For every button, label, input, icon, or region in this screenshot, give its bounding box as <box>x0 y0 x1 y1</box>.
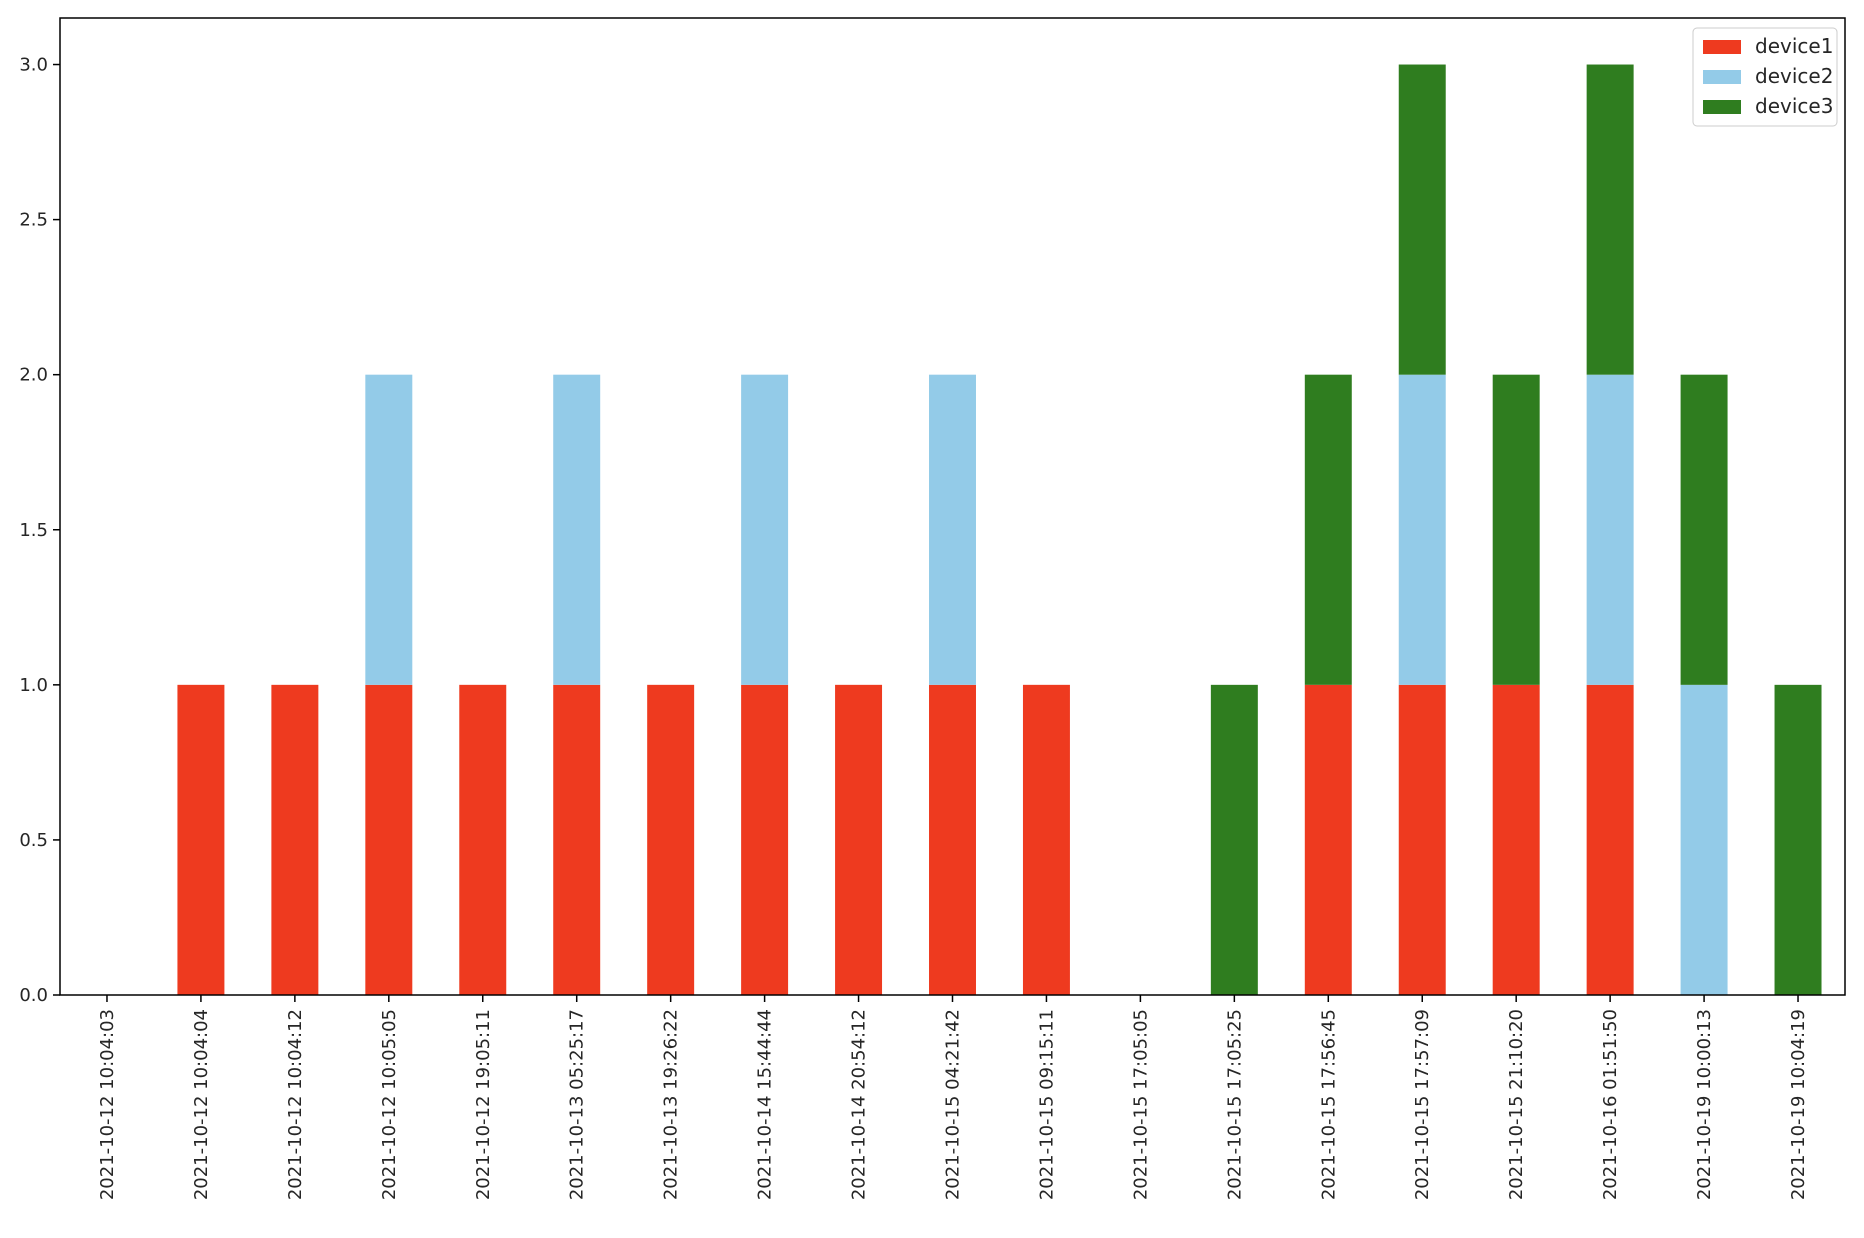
bar-device3-18 <box>1774 684 1822 995</box>
bar-device3-13 <box>1304 374 1352 685</box>
bars-layer <box>177 64 1822 995</box>
legend-swatch-device3 <box>1703 100 1741 114</box>
bar-device3-15 <box>1492 374 1540 685</box>
bar-device2-16 <box>1586 374 1634 685</box>
y-tick-label: 3.0 <box>19 55 48 76</box>
legend-label-device1: device1 <box>1755 34 1833 58</box>
legend: device1 device2 device3 <box>1692 27 1838 127</box>
bar-device3-17 <box>1680 374 1728 685</box>
y-tick-label: 2.5 <box>19 210 48 231</box>
x-tick-label: 2021-10-15 09:15:11 <box>1036 1009 1057 1200</box>
bar-device1-1 <box>177 684 225 995</box>
x-tick-label: 2021-10-12 10:04:04 <box>191 1009 212 1200</box>
bar-device1-5 <box>553 684 601 995</box>
x-tick-label: 2021-10-12 10:05:05 <box>379 1009 400 1200</box>
bar-device1-15 <box>1492 684 1540 995</box>
bar-device2-14 <box>1398 374 1446 685</box>
bar-device1-2 <box>271 684 319 995</box>
legend-label-device2: device2 <box>1755 64 1833 88</box>
bar-device1-14 <box>1398 684 1446 995</box>
y-tick-label: 0.5 <box>19 830 48 851</box>
x-tick-label: 2021-10-15 17:57:09 <box>1412 1009 1433 1200</box>
y-tick-label: 0.0 <box>19 985 48 1006</box>
bar-device2-3 <box>365 374 413 685</box>
bar-device1-6 <box>647 684 695 995</box>
bar-device3-14 <box>1398 64 1446 375</box>
x-tick-label: 2021-10-14 15:44:44 <box>755 1009 776 1200</box>
bar-device1-13 <box>1304 684 1352 995</box>
legend-swatch-device1 <box>1703 40 1741 54</box>
x-tick-label: 2021-10-15 21:10:20 <box>1506 1009 1527 1200</box>
bar-device3-12 <box>1210 684 1258 995</box>
bar-device1-16 <box>1586 684 1634 995</box>
x-tick-label: 2021-10-13 19:26:22 <box>661 1009 682 1200</box>
bar-device1-9 <box>929 684 976 995</box>
x-axis: 2021-10-12 10:04:03 2021-10-12 10:04:04 20… <box>97 995 1809 1200</box>
legend-swatch-device2 <box>1703 70 1741 84</box>
x-tick-label: 2021-10-13 05:25:17 <box>567 1009 588 1200</box>
x-tick-label: 2021-10-12 10:04:03 <box>97 1009 118 1200</box>
y-tick-label: 1.5 <box>19 520 48 541</box>
bar-device1-7 <box>741 684 789 995</box>
bar-device2-7 <box>741 374 789 685</box>
y-tick-label: 2.0 <box>19 365 48 386</box>
y-tick-label: 1.0 <box>19 675 48 696</box>
x-tick-label: 2021-10-15 17:05:25 <box>1224 1009 1245 1200</box>
bar-device2-9 <box>929 374 976 685</box>
bar-device3-16 <box>1586 64 1634 375</box>
y-axis: 0.0 0.5 1.0 1.5 2.0 2.5 3.0 <box>19 55 60 1006</box>
x-tick-label: 2021-10-19 10:04:19 <box>1788 1009 1809 1200</box>
x-tick-label: 2021-10-14 20:54:12 <box>849 1009 870 1200</box>
x-tick-label: 2021-10-12 19:05:11 <box>473 1009 494 1200</box>
bar-device1-3 <box>365 684 413 995</box>
x-tick-label: 2021-10-15 04:21:42 <box>943 1009 964 1200</box>
x-tick-label: 2021-10-19 10:00:13 <box>1694 1009 1715 1200</box>
bar-device2-17 <box>1680 684 1728 995</box>
x-tick-label: 2021-10-16 01:51:50 <box>1600 1009 1621 1200</box>
x-tick-label: 2021-10-15 17:05:05 <box>1130 1009 1151 1200</box>
bar-device1-4 <box>459 684 507 995</box>
x-tick-label: 2021-10-12 10:04:12 <box>285 1009 306 1200</box>
legend-label-device3: device3 <box>1755 94 1833 118</box>
x-tick-label: 2021-10-15 17:56:45 <box>1318 1009 1339 1200</box>
bar-device1-10 <box>1022 684 1070 995</box>
bar-device2-5 <box>553 374 601 685</box>
bar-device1-8 <box>835 684 883 995</box>
